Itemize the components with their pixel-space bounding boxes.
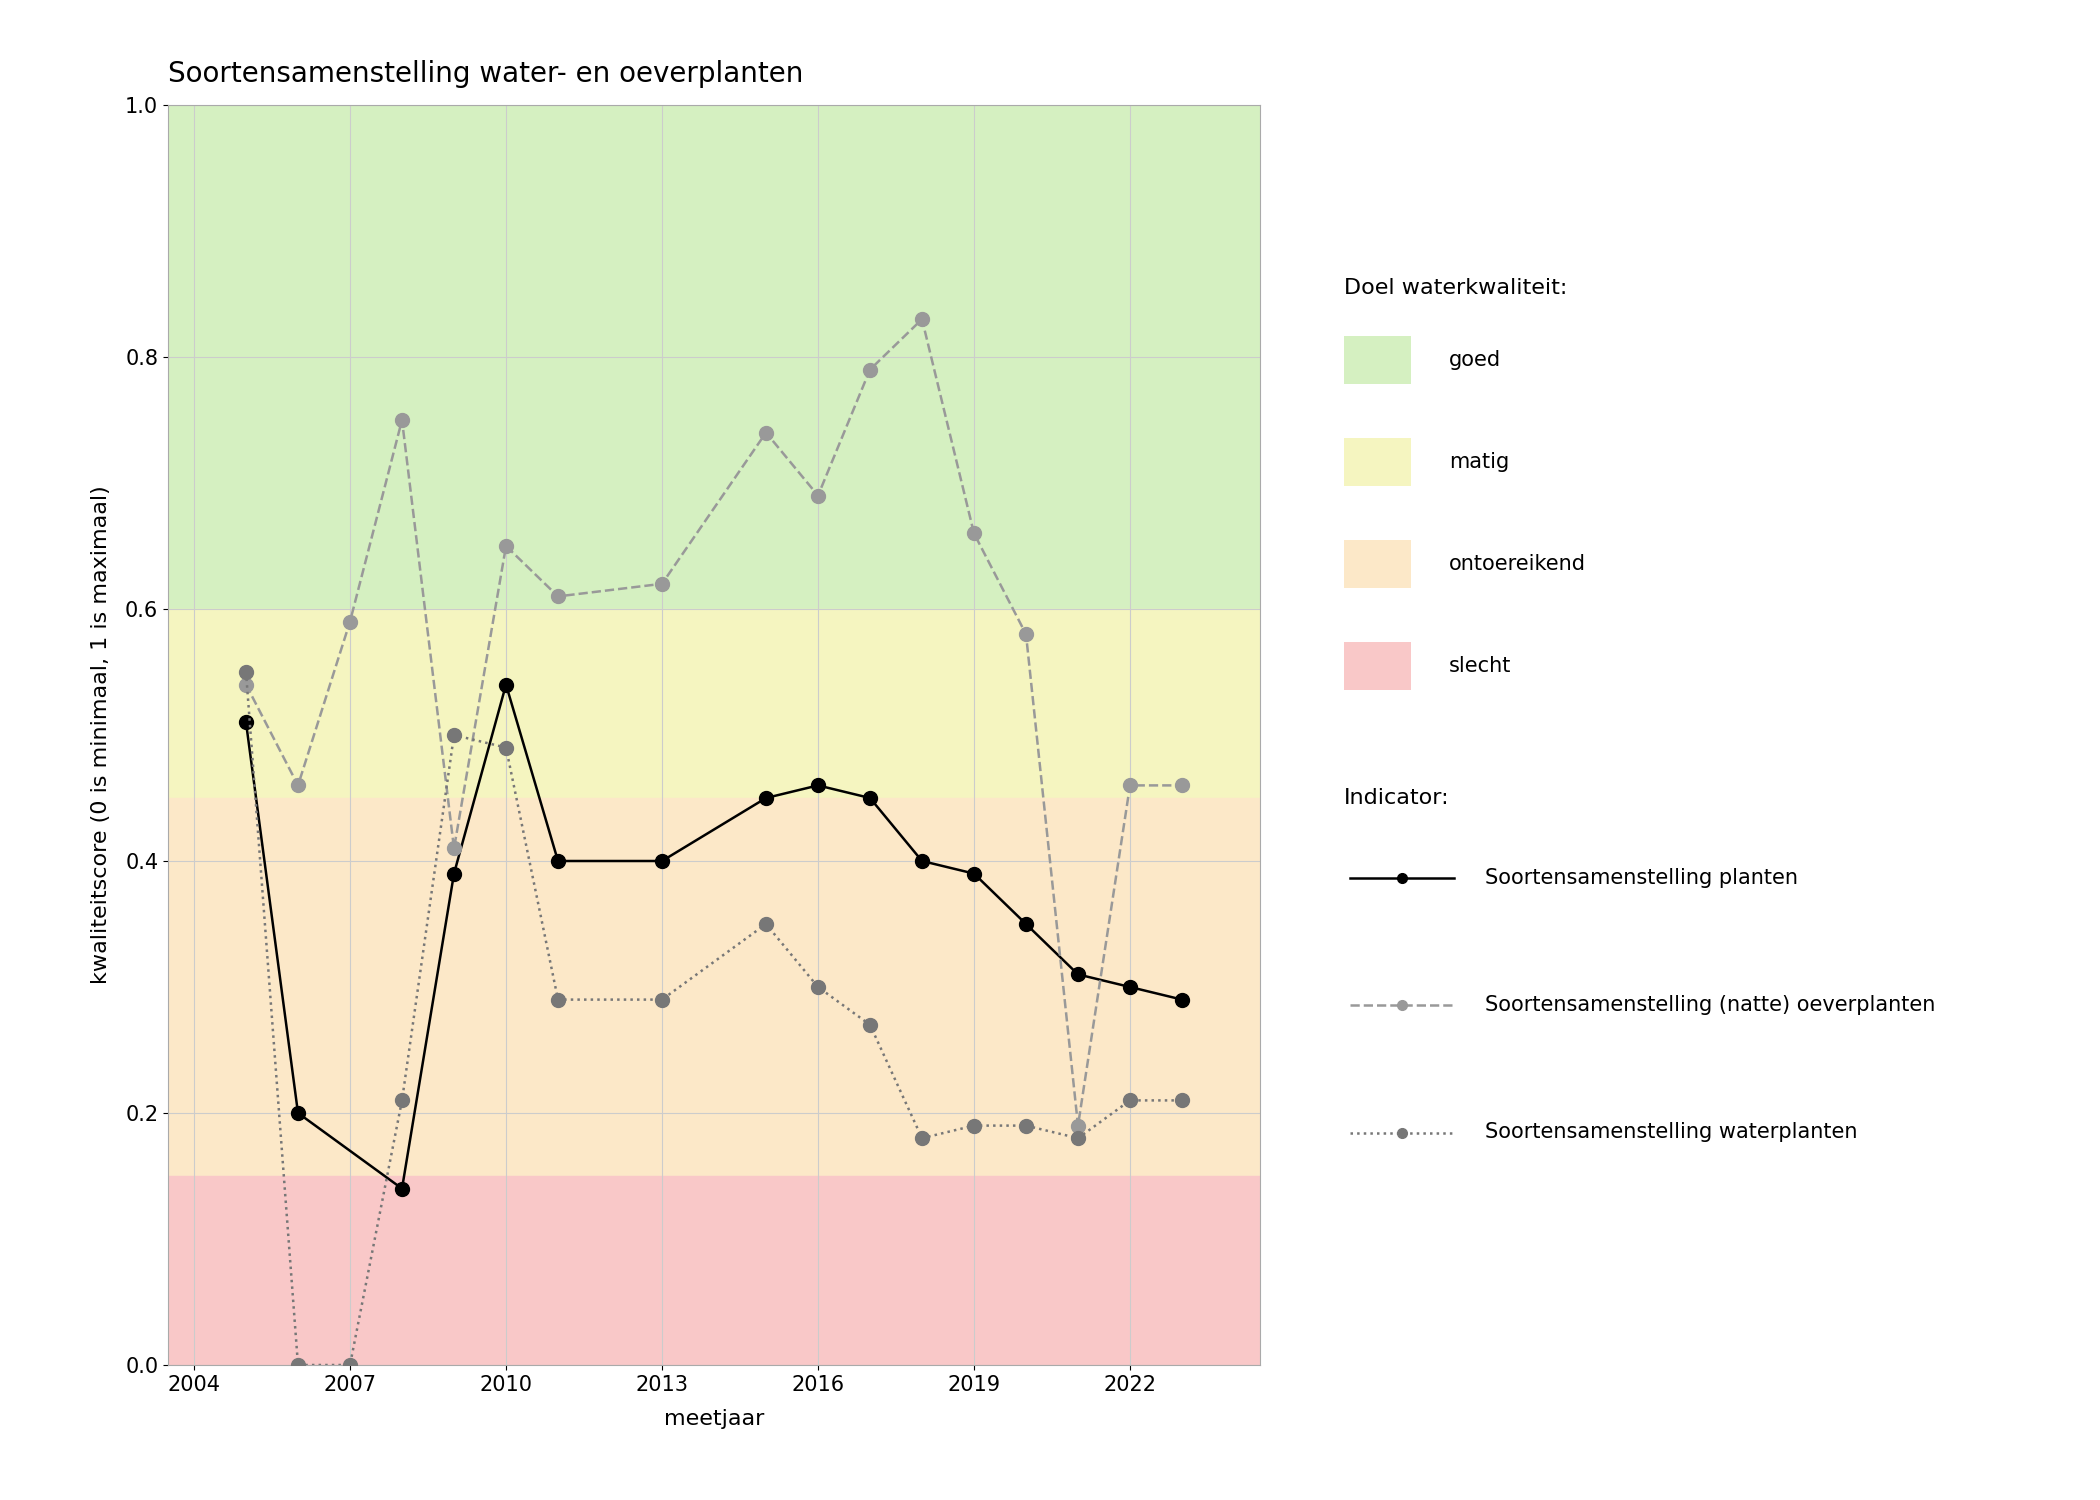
Soortensamenstelling planten [286, 1104, 311, 1122]
Soortensamenstelling (natte) oeverplanten [806, 486, 832, 504]
Bar [168, 609, 1260, 798]
Soortensamenstelling planten [494, 675, 519, 693]
Soortensamenstelling (natte) oeverplanten [962, 525, 987, 543]
Soortensamenstelling (natte) oeverplanten [909, 310, 934, 328]
Soortensamenstelling planten [806, 777, 832, 795]
Text: goed: goed [1449, 350, 1502, 370]
Soortensamenstelling (natte) oeverplanten [857, 360, 882, 378]
Soortensamenstelling waterplanten [962, 1116, 987, 1134]
Soortensamenstelling (natte) oeverplanten [233, 675, 258, 693]
Soortensamenstelling waterplanten [546, 990, 571, 1008]
Soortensamenstelling waterplanten [1065, 1130, 1090, 1148]
Soortensamenstelling (natte) oeverplanten [441, 840, 466, 858]
Soortensamenstelling waterplanten [441, 726, 466, 744]
Soortensamenstelling waterplanten [649, 990, 674, 1008]
Soortensamenstelling (natte) oeverplanten [494, 537, 519, 555]
Soortensamenstelling waterplanten [857, 1016, 882, 1034]
Soortensamenstelling planten [1014, 915, 1040, 933]
Text: Soortensamenstelling planten: Soortensamenstelling planten [1485, 867, 1798, 888]
Text: Indicator:: Indicator: [1344, 788, 1449, 807]
Soortensamenstelling waterplanten [806, 978, 832, 996]
Line: Soortensamenstelling planten: Soortensamenstelling planten [239, 678, 1189, 1196]
Soortensamenstelling waterplanten [233, 663, 258, 681]
Soortensamenstelling waterplanten [494, 738, 519, 756]
Soortensamenstelling (natte) oeverplanten [388, 411, 414, 429]
Bar [168, 798, 1260, 1176]
Text: slecht: slecht [1449, 656, 1512, 676]
Soortensamenstelling waterplanten [388, 1092, 414, 1110]
Line: Soortensamenstelling waterplanten: Soortensamenstelling waterplanten [239, 664, 1189, 1372]
Soortensamenstelling planten [857, 789, 882, 807]
Soortensamenstelling planten [909, 852, 934, 870]
Soortensamenstelling planten [754, 789, 779, 807]
Soortensamenstelling planten [649, 852, 674, 870]
Bar [168, 1176, 1260, 1365]
Soortensamenstelling planten [1170, 990, 1195, 1008]
Soortensamenstelling (natte) oeverplanten [1117, 777, 1142, 795]
Soortensamenstelling (natte) oeverplanten [1170, 777, 1195, 795]
Text: Soortensamenstelling (natte) oeverplanten: Soortensamenstelling (natte) oeverplante… [1485, 994, 1934, 1016]
Text: Soortensamenstelling water- en oeverplanten: Soortensamenstelling water- en oeverplan… [168, 60, 804, 88]
Soortensamenstelling waterplanten [1117, 1092, 1142, 1110]
X-axis label: meetjaar: meetjaar [664, 1408, 764, 1428]
Y-axis label: kwaliteitscore (0 is minimaal, 1 is maximaal): kwaliteitscore (0 is minimaal, 1 is maxi… [90, 486, 111, 984]
Soortensamenstelling planten [546, 852, 571, 870]
Soortensamenstelling (natte) oeverplanten [286, 777, 311, 795]
Text: matig: matig [1449, 452, 1510, 472]
Line: Soortensamenstelling (natte) oeverplanten: Soortensamenstelling (natte) oeverplante… [239, 312, 1189, 1132]
Soortensamenstelling (natte) oeverplanten [1065, 1116, 1090, 1134]
Soortensamenstelling (natte) oeverplanten [546, 588, 571, 606]
Soortensamenstelling waterplanten [909, 1130, 934, 1148]
Bar [168, 105, 1260, 609]
Soortensamenstelling waterplanten [754, 915, 779, 933]
Soortensamenstelling waterplanten [286, 1356, 311, 1374]
Text: Soortensamenstelling waterplanten: Soortensamenstelling waterplanten [1485, 1122, 1856, 1143]
Soortensamenstelling planten [233, 714, 258, 732]
Soortensamenstelling planten [441, 864, 466, 882]
Soortensamenstelling waterplanten [1170, 1092, 1195, 1110]
Soortensamenstelling planten [388, 1179, 414, 1197]
Text: ontoereikend: ontoereikend [1449, 554, 1586, 574]
Soortensamenstelling waterplanten [338, 1356, 363, 1374]
Soortensamenstelling waterplanten [1014, 1116, 1040, 1134]
Text: Doel waterkwaliteit:: Doel waterkwaliteit: [1344, 278, 1567, 297]
Soortensamenstelling planten [1117, 978, 1142, 996]
Soortensamenstelling (natte) oeverplanten [1014, 626, 1040, 644]
Soortensamenstelling (natte) oeverplanten [649, 574, 674, 592]
Soortensamenstelling planten [962, 864, 987, 882]
Soortensamenstelling planten [1065, 966, 1090, 984]
Soortensamenstelling (natte) oeverplanten [754, 423, 779, 441]
Soortensamenstelling (natte) oeverplanten [338, 612, 363, 630]
